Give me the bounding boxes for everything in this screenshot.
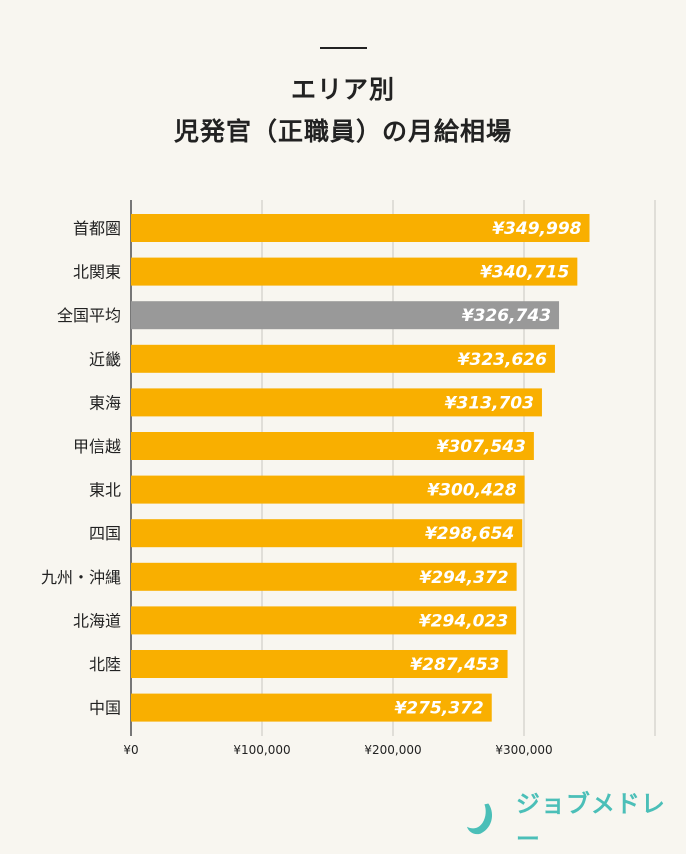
bar xyxy=(131,562,517,591)
bar xyxy=(131,519,523,548)
bar xyxy=(131,301,560,330)
brand-name: ジョブメドレー xyxy=(515,790,666,853)
category-label: 東海 xyxy=(89,393,121,412)
data-label: ¥294,023 xyxy=(419,611,508,631)
data-label: ¥313,703 xyxy=(445,393,534,413)
jobmedley-logo-icon xyxy=(466,803,493,835)
bar xyxy=(131,475,525,504)
data-label: ¥275,372 xyxy=(394,699,483,719)
category-label: 中国 xyxy=(89,699,121,718)
bar xyxy=(131,650,508,678)
data-label: ¥307,543 xyxy=(437,437,526,457)
bar xyxy=(131,257,578,286)
category-label: 四国 xyxy=(89,524,121,543)
bar xyxy=(131,214,590,242)
category-label: 北陸 xyxy=(89,655,121,674)
bar-chart: ¥0 ¥100,000 ¥200,000 ¥300,000 首都圏 ¥349,998 北関東… xyxy=(41,200,656,757)
data-label: ¥287,453 xyxy=(410,655,499,675)
data-label: ¥294,372 xyxy=(419,568,508,588)
bar xyxy=(131,432,534,460)
category-label: 全国平均 xyxy=(57,306,121,325)
category-label: 北海道 xyxy=(73,611,121,630)
data-label: ¥298,654 xyxy=(425,524,514,544)
title-decoration-line xyxy=(320,47,367,49)
x-tick-label: ¥0 xyxy=(123,743,138,757)
bar xyxy=(131,693,492,722)
bar xyxy=(131,344,555,373)
category-label: 首都圏 xyxy=(73,219,121,238)
chart-title-line2: 児発官（正職員）の月給相場 xyxy=(173,117,512,146)
data-label: ¥349,998 xyxy=(492,219,581,239)
category-label: 近畿 xyxy=(89,350,121,369)
x-tick-label: ¥100,000 xyxy=(233,743,290,757)
x-tick-label: ¥300,000 xyxy=(495,743,552,757)
bar xyxy=(131,606,517,635)
bar xyxy=(131,388,542,417)
category-label: 北関東 xyxy=(73,263,121,282)
chart-title-line1: エリア別 xyxy=(290,75,395,104)
data-label: ¥340,715 xyxy=(480,263,569,283)
brand-logo: ジョブメドレー xyxy=(465,784,686,854)
category-label: 九州・沖縄 xyxy=(41,568,121,587)
x-tick-label: ¥200,000 xyxy=(364,743,421,757)
data-label: ¥326,743 xyxy=(462,306,551,326)
category-label: 甲信越 xyxy=(73,437,121,456)
data-label: ¥323,626 xyxy=(458,350,547,370)
category-label: 東北 xyxy=(89,481,121,500)
data-label: ¥300,428 xyxy=(427,481,516,501)
